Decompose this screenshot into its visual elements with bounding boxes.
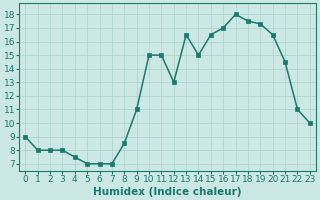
X-axis label: Humidex (Indice chaleur): Humidex (Indice chaleur) xyxy=(93,187,242,197)
